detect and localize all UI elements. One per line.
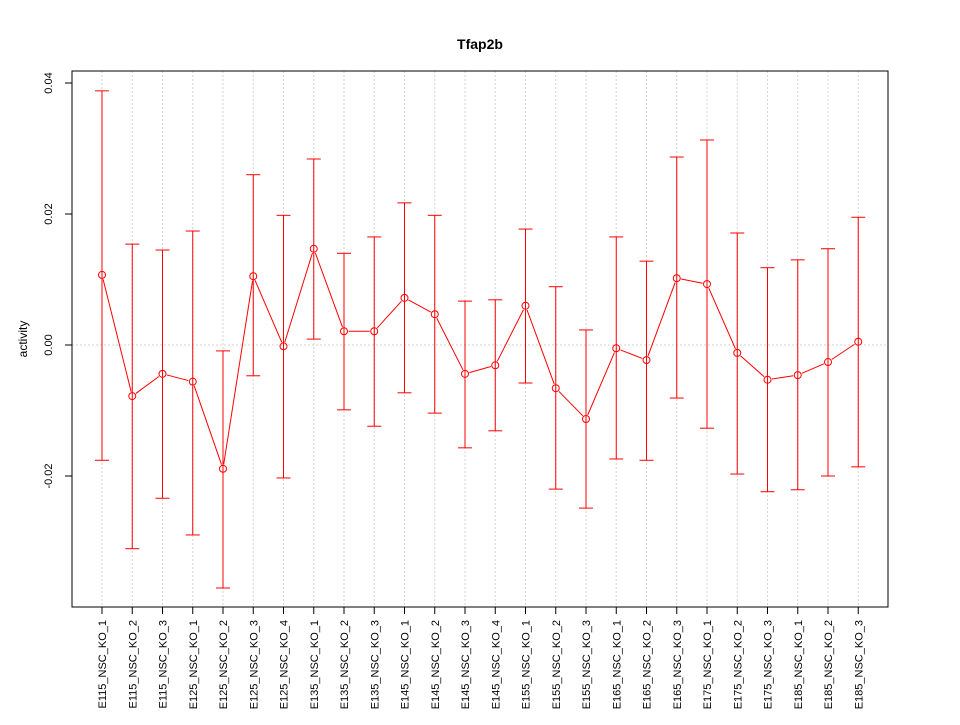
- x-tick-label: E175_NSC_KO_2: [732, 620, 744, 709]
- data-point: [793, 371, 802, 380]
- series-segment: [681, 278, 703, 284]
- x-tick-label: E165_NSC_KO_1: [611, 620, 623, 709]
- data-point: [98, 270, 106, 279]
- series-segment: [376, 300, 402, 329]
- x-tick-label: E135_NSC_KO_1: [309, 620, 321, 709]
- x-tick-label: E145_NSC_KO_3: [460, 620, 472, 709]
- x-tick-label: E155_NSC_KO_3: [581, 620, 593, 709]
- x-tick-label: E155_NSC_KO_2: [551, 620, 563, 709]
- y-tick-label: 0.02: [43, 203, 55, 224]
- series-segment: [254, 280, 283, 343]
- x-tick-label: E125_NSC_KO_4: [279, 620, 291, 709]
- data-point: [128, 392, 137, 401]
- series-segment: [831, 343, 855, 360]
- chart-title: Tfap2b: [457, 36, 503, 52]
- x-tick-label: E135_NSC_KO_2: [339, 620, 351, 709]
- series-segment: [284, 252, 313, 343]
- x-tick-label: E135_NSC_KO_3: [369, 620, 381, 709]
- data-point: [551, 384, 560, 393]
- data-point: [158, 369, 167, 378]
- x-tick-label: E115_NSC_KO_2: [127, 620, 139, 708]
- series-segment: [740, 355, 765, 378]
- series-segment: [620, 349, 643, 359]
- series-segment: [436, 318, 464, 371]
- x-tick-label: E125_NSC_KO_3: [248, 620, 260, 709]
- data-point: [763, 375, 772, 384]
- y-tick-label: 0.04: [43, 72, 55, 93]
- x-tick-label: E175_NSC_KO_1: [702, 620, 714, 709]
- y-tick-label: -0.02: [43, 463, 55, 488]
- x-tick-label: E175_NSC_KO_3: [763, 620, 775, 709]
- data-point: [491, 361, 500, 370]
- x-tick-label: E125_NSC_KO_1: [188, 620, 200, 709]
- data-point: [521, 301, 530, 310]
- data-point: [582, 415, 590, 424]
- x-tick-label: E155_NSC_KO_1: [521, 620, 533, 709]
- series-segment: [166, 374, 189, 382]
- x-tick-label: E185_NSC_KO_1: [793, 620, 805, 709]
- series-segment: [526, 309, 555, 385]
- series-line: [102, 252, 855, 465]
- series-segment: [135, 376, 160, 394]
- series-segment: [708, 288, 736, 349]
- series-segment: [647, 282, 676, 357]
- series-segment: [469, 366, 492, 374]
- points: [98, 244, 863, 473]
- y-tick-label: 0.00: [43, 334, 55, 355]
- data-point: [642, 356, 651, 365]
- data-point: [279, 342, 288, 351]
- y-axis-label: activity: [16, 321, 30, 358]
- data-point: [824, 358, 832, 367]
- series-segment: [587, 352, 615, 416]
- data-point: [219, 464, 227, 473]
- x-tick-label: E125_NSC_KO_2: [218, 620, 230, 709]
- data-point: [400, 293, 409, 302]
- x-tick-label: E165_NSC_KO_2: [642, 620, 654, 709]
- y-axis: 0.04 0.02 0.00 -0.02: [43, 72, 73, 489]
- series-segment: [223, 280, 254, 465]
- data-point: [340, 327, 348, 336]
- grid: [72, 71, 888, 607]
- x-tick-label: E145_NSC_KO_2: [430, 620, 442, 709]
- data-point: [733, 348, 742, 357]
- series-segment: [408, 299, 432, 313]
- data-point: [612, 344, 621, 353]
- series-segment: [102, 279, 132, 392]
- data-point: [854, 337, 863, 346]
- series-segment: [801, 363, 825, 374]
- series-segment: [193, 385, 222, 465]
- x-tick-label: E185_NSC_KO_3: [853, 620, 865, 709]
- plot-frame: [71, 70, 889, 608]
- x-tick-label: E165_NSC_KO_3: [672, 620, 684, 709]
- x-tick-label: E115_NSC_KO_3: [158, 620, 170, 708]
- x-tick-label: E185_NSC_KO_2: [823, 620, 835, 709]
- data-point: [461, 369, 469, 378]
- x-axis: E115_NSC_KO_1 E115_NSC_KO_2 E115_NSC_KO_3 E…: [97, 606, 865, 709]
- data-point: [370, 327, 379, 336]
- x-tick-label: E115_NSC_KO_1: [97, 620, 109, 708]
- x-tick-label: E145_NSC_KO_4: [490, 620, 502, 709]
- series-segment: [314, 252, 343, 328]
- data-point: [249, 272, 258, 281]
- series-segment: [558, 391, 584, 417]
- error-bars: [95, 90, 866, 589]
- data-point: [703, 280, 711, 289]
- data-point: [309, 244, 318, 253]
- data-point: [188, 377, 197, 386]
- x-tick-label: E145_NSC_KO_1: [400, 620, 412, 709]
- data-point: [672, 274, 681, 283]
- series-segment: [496, 309, 524, 362]
- data-point: [430, 310, 439, 319]
- series-segment: [771, 375, 794, 380]
